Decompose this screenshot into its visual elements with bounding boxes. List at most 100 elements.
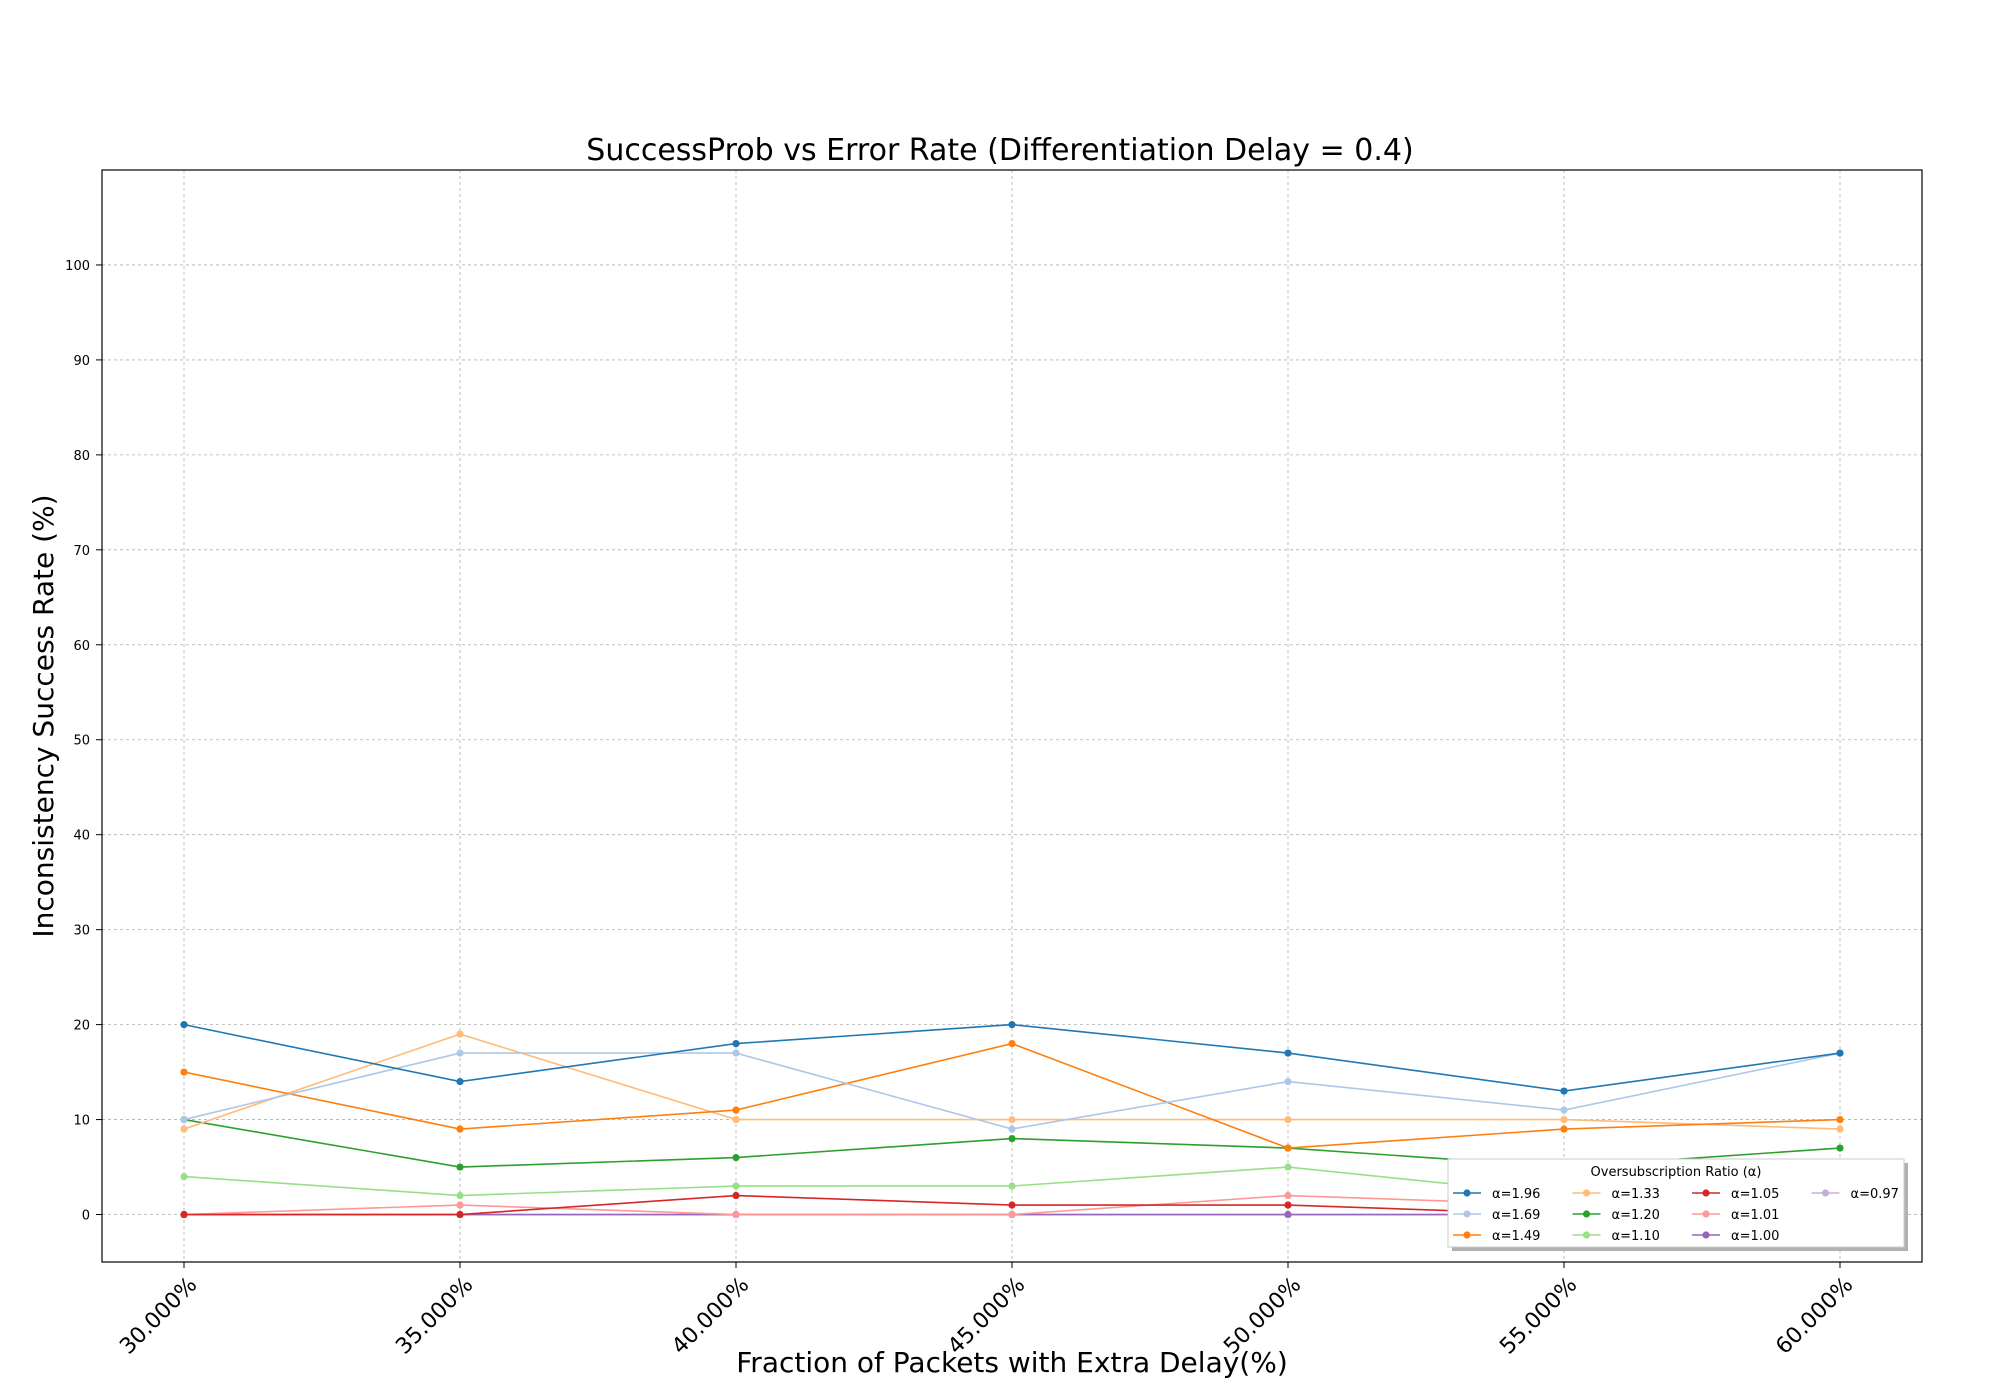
legend-entry: α=1.96: [1453, 1187, 1540, 1202]
y-tick-label: 90: [73, 354, 90, 369]
legend-marker: [1702, 1189, 1710, 1197]
data-point: [1008, 1115, 1016, 1124]
legend-marker: [1582, 1189, 1591, 1197]
legend: Oversubscription Ratio (α) α=1.96 α=1.69 α=…: [1447, 1158, 1908, 1251]
data-point: [1284, 1191, 1292, 1200]
y-axis-ticks: 0 10 20 30 40 50 60 70 80 90 100: [65, 259, 102, 1224]
data-point: [732, 1191, 740, 1200]
y-tick-label: 70: [73, 544, 90, 559]
legend-entry: α=1.01: [1692, 1208, 1779, 1223]
data-point: [732, 1153, 740, 1162]
data-point: [1008, 1125, 1016, 1133]
data-point: [456, 1191, 464, 1200]
legend-marker: [1463, 1189, 1471, 1197]
legend-entry: α=1.69: [1453, 1208, 1540, 1223]
data-point: [1008, 1134, 1016, 1143]
data-point: [732, 1049, 740, 1057]
legend-marker: [1821, 1189, 1830, 1197]
legend-entry: α=1.20: [1572, 1208, 1660, 1223]
data-point: [1560, 1087, 1568, 1095]
data-point: [1284, 1049, 1292, 1057]
data-point: [456, 1201, 464, 1209]
chart-title: SuccessProb vs Error Rate (Differentiati…: [586, 133, 1413, 168]
legend-title: Oversubscription Ratio (α): [1591, 1165, 1762, 1180]
data-point: [732, 1115, 740, 1124]
data-point: [180, 1172, 188, 1181]
legend-label: α=1.10: [1612, 1229, 1660, 1244]
y-tick-label: 0: [82, 1209, 90, 1224]
y-tick-label: 100: [65, 259, 90, 274]
data-point: [1284, 1201, 1292, 1209]
series-α=1.33: [180, 1030, 1844, 1133]
legend-label: α=1.33: [1612, 1187, 1660, 1202]
data-point: [1284, 1115, 1292, 1124]
data-point: [1008, 1201, 1016, 1209]
x-tick-label: 60.000%: [1771, 1273, 1858, 1360]
y-tick-label: 50: [73, 734, 90, 749]
x-tick-label: 35.000%: [391, 1273, 478, 1360]
legend-entry: α=1.05: [1692, 1187, 1779, 1202]
series-α=1.96: [180, 1021, 1844, 1095]
y-tick-label: 10: [73, 1114, 90, 1129]
data-point: [180, 1068, 188, 1076]
y-tick-label: 30: [73, 924, 90, 939]
x-tick-label: 30.000%: [115, 1273, 202, 1360]
data-point: [1008, 1040, 1016, 1048]
legend-label: α=1.69: [1492, 1208, 1540, 1223]
legend-marker: [1582, 1210, 1591, 1218]
y-tick-label: 40: [73, 829, 90, 844]
data-point: [1284, 1077, 1292, 1086]
data-point: [1560, 1115, 1568, 1124]
grid-lines: [102, 170, 1922, 1262]
legend-marker: [1463, 1210, 1471, 1218]
x-tick-label: 55.000%: [1495, 1273, 1582, 1360]
data-point: [1836, 1049, 1844, 1057]
data-point: [1008, 1210, 1016, 1219]
legend-marker: [1702, 1231, 1710, 1239]
y-tick-label: 20: [73, 1019, 90, 1034]
plot-area-frame: [101, 169, 1923, 1263]
series-α=1.49: [180, 1040, 1844, 1152]
legend-marker: [1463, 1231, 1471, 1239]
data-point: [732, 1040, 740, 1048]
data-point: [456, 1049, 464, 1057]
legend-entry: α=1.00: [1692, 1229, 1779, 1244]
data-point: [456, 1210, 464, 1219]
legend-label: α=0.97: [1851, 1187, 1899, 1202]
data-point: [732, 1182, 740, 1190]
data-point: [456, 1077, 464, 1086]
legend-label: α=1.05: [1731, 1187, 1779, 1202]
legend-entry: α=1.10: [1572, 1229, 1660, 1244]
data-point: [1008, 1182, 1016, 1190]
data-point: [1284, 1163, 1292, 1171]
data-point: [1008, 1021, 1016, 1029]
y-tick-label: 60: [73, 639, 90, 654]
data-point: [1836, 1115, 1844, 1124]
data-point: [732, 1106, 740, 1114]
legend-marker: [1702, 1210, 1710, 1218]
legend-entry: α=1.33: [1572, 1187, 1660, 1202]
legend-label: α=1.96: [1492, 1187, 1540, 1202]
legend-entry: α=1.49: [1453, 1229, 1540, 1244]
legend-label: α=1.49: [1492, 1229, 1540, 1244]
data-point: [180, 1210, 188, 1219]
data-point: [1284, 1210, 1292, 1219]
legend-marker: [1582, 1231, 1591, 1239]
x-axis-ticks: 30.000% 35.000% 40.000% 45.000% 50.000% 55.00…: [115, 1262, 1858, 1359]
data-point: [732, 1210, 740, 1219]
data-point: [180, 1125, 188, 1133]
data-point: [456, 1125, 464, 1133]
data-point: [1836, 1125, 1844, 1133]
legend-label: α=1.00: [1731, 1229, 1779, 1244]
data-point: [1284, 1144, 1292, 1152]
data-point: [456, 1163, 464, 1171]
y-axis-label: Inconsistency Success Rate (%): [27, 494, 60, 937]
legend-box: [1447, 1158, 1905, 1248]
data-point: [1560, 1106, 1568, 1114]
series-α=1.69: [180, 1049, 1844, 1133]
data-point: [1836, 1144, 1844, 1152]
series-lines: [180, 1021, 1844, 1219]
legend-entry: α=0.97: [1811, 1187, 1899, 1202]
data-point: [180, 1115, 188, 1124]
